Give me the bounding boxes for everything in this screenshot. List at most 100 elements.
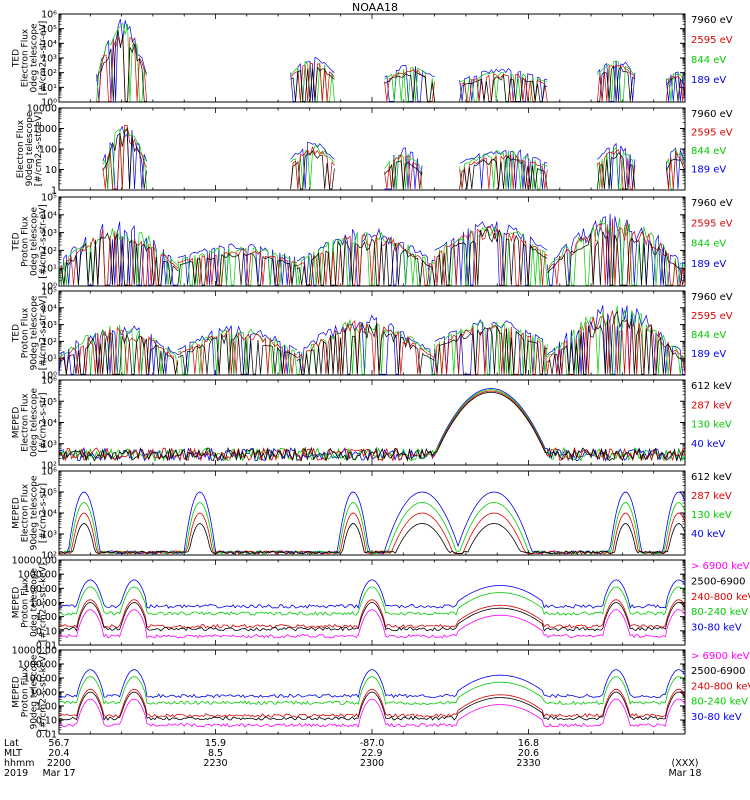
y-axis-label: Electron Flux	[21, 483, 31, 542]
data-trace-7960-eV	[177, 252, 297, 286]
y-tick-label: 10⁶	[41, 467, 57, 478]
data-trace-7960-eV	[58, 332, 179, 375]
legend-entry: 2500-6900	[691, 666, 746, 677]
legend-entry: 80-240 keV	[691, 607, 748, 618]
y-tick-label: 10.00	[30, 598, 57, 609]
y-axis-label: 0deg telescope	[30, 207, 40, 277]
data-trace-7960-eV	[459, 155, 548, 190]
y-tick-label: 10²	[41, 551, 57, 562]
data-trace-189-eV	[597, 60, 636, 102]
data-trace-287-keV	[58, 390, 686, 462]
data-trace-189-eV	[384, 65, 435, 102]
y-tick-label: 1.00	[36, 702, 57, 713]
y-tick-label: 10⁴	[41, 39, 57, 50]
y-tick-label: 10.00	[30, 688, 57, 699]
y-axis-label: TED	[12, 232, 22, 251]
data-trace-7960-eV	[96, 29, 147, 102]
data-trace-7960-eV	[290, 150, 335, 190]
y-axis-label: MEPED	[12, 497, 22, 529]
y-axis-label: 90deg telescope	[30, 475, 40, 550]
data-trace->-6900-keV	[58, 609, 686, 639]
data-trace-7960-eV	[597, 65, 636, 102]
data-trace-80-240-keV	[58, 586, 686, 616]
y-tick-label: 100.00	[24, 674, 57, 685]
y-tick-label: 10⁴	[41, 210, 57, 221]
y-tick-label: 1.00	[36, 612, 57, 623]
y-tick-label: 10¹	[41, 264, 57, 275]
data-trace-240-800-keV	[58, 599, 686, 629]
y-axis-label: MEPED	[12, 407, 22, 439]
data-trace-287-keV	[58, 512, 686, 555]
y-tick-label: 10⁰	[41, 98, 57, 109]
x-tick-label: 56.7	[48, 738, 69, 749]
y-tick-label: 0.10	[36, 716, 57, 727]
x-tick-label: 2330	[516, 758, 540, 769]
y-axis-label: Electron Flux	[21, 28, 31, 87]
x-tick-label: 15.9	[205, 738, 226, 749]
x-tick-label: 2300	[360, 758, 384, 769]
y-tick-label: 10000.00	[12, 646, 57, 657]
x-tick-label: 20.4	[48, 748, 69, 759]
legend-entry: 189 eV	[691, 165, 726, 176]
x-tick-label: 2200	[47, 758, 71, 769]
y-axis-label: 90deg telescope	[30, 654, 40, 729]
y-tick-label: 1	[51, 186, 57, 197]
y-axis-label: MEPED	[12, 587, 22, 619]
data-trace->-6900-keV	[58, 698, 686, 728]
x-row-label: MLT	[4, 748, 22, 759]
y-tick-label: 10³	[41, 54, 57, 65]
data-trace-7960-eV	[665, 158, 686, 171]
y-axis-label: Electron Flux	[16, 119, 26, 178]
y-tick-label: 10³	[41, 320, 57, 331]
y-axis-label: [#/cm2-s-str]	[39, 483, 49, 543]
data-trace-612-keV	[58, 391, 686, 462]
y-axis-label: [#/cm2-s-str-keV]	[39, 563, 49, 642]
legend-entry: 612 keV	[691, 381, 732, 392]
legend-entry: 130 keV	[691, 510, 732, 521]
data-trace-844-eV	[96, 22, 147, 102]
data-trace-844-eV	[58, 324, 179, 375]
y-tick-label: 10⁵	[41, 24, 57, 35]
x-tick-label: Mar 18	[668, 768, 701, 779]
y-tick-label: 10¹	[41, 83, 57, 94]
y-axis-label: Proton Flux	[21, 216, 31, 267]
data-trace-40-keV	[59, 491, 686, 555]
panel-frame	[58, 470, 686, 556]
data-trace-2595-eV	[58, 326, 179, 375]
y-tick-label: 10⁶	[41, 10, 57, 21]
legend-entry: 40 keV	[691, 529, 725, 540]
y-axis-label: 0deg telescope	[30, 568, 40, 638]
y-axis-label: [#/cm2-s-str-eV]	[39, 204, 49, 279]
data-trace-189-eV	[177, 325, 298, 375]
y-tick-label: 1000.00	[18, 570, 57, 581]
data-trace-130-keV	[58, 389, 686, 462]
data-trace-189-eV	[290, 141, 335, 190]
data-trace-7960-eV	[384, 160, 423, 190]
data-trace-844-eV	[434, 226, 548, 286]
legend-entry: 189 eV	[691, 349, 726, 360]
data-trace-2595-eV	[177, 330, 298, 375]
data-trace-7960-eV	[290, 66, 335, 102]
y-tick-label: 10⁴	[41, 509, 57, 520]
legend-entry: 130 keV	[691, 420, 732, 431]
y-axis-label: [#/cm2-s-str-eV]	[34, 112, 44, 187]
data-trace-7960-eV	[547, 310, 686, 375]
data-trace-7960-eV	[547, 231, 686, 286]
data-trace-2595-eV	[597, 64, 636, 102]
y-tick-label: 10⁰	[41, 282, 57, 293]
y-tick-label: 10⁰	[41, 371, 57, 382]
legend-entry: 30-80 keV	[691, 712, 742, 723]
y-tick-label: 1000	[33, 124, 57, 135]
legend-entry: 287 keV	[691, 400, 732, 411]
data-trace-2595-eV	[597, 149, 636, 190]
legend-entry: 189 eV	[691, 75, 726, 86]
legend-entry: 7960 eV	[691, 109, 733, 120]
legend-entry: 7960 eV	[691, 15, 733, 26]
data-trace-844-eV	[459, 150, 548, 190]
y-tick-label: 10⁶	[41, 376, 57, 387]
y-tick-label: 10000.00	[12, 556, 57, 567]
data-trace-189-eV	[459, 67, 548, 102]
data-trace-2595-eV	[434, 225, 548, 286]
data-trace-7960-eV	[434, 325, 548, 375]
y-tick-label: 10⁵	[41, 287, 57, 298]
